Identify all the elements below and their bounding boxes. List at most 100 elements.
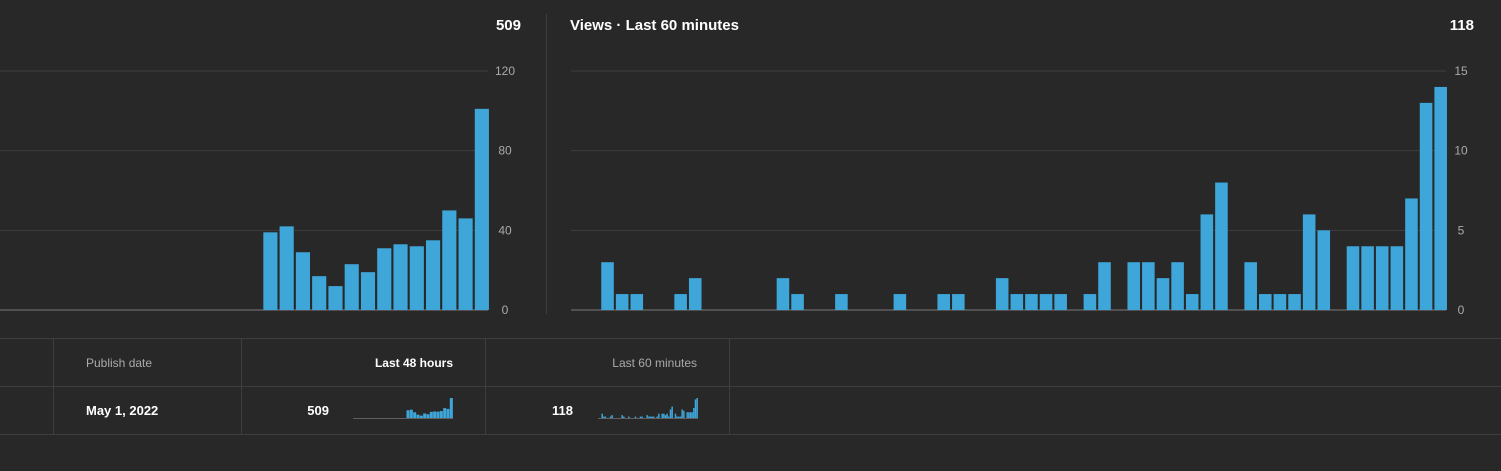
bar-60m-bar[interactable] (952, 294, 965, 310)
bar-60m-bar[interactable] (1317, 230, 1331, 310)
bar-60m-bar[interactable] (1127, 262, 1141, 310)
spark-60m-bar (621, 415, 623, 418)
spark-60m-bar (694, 399, 697, 418)
spark-48h-bar (436, 411, 440, 418)
spark-60m-bar (656, 416, 658, 418)
header-last-60-minutes[interactable]: Last 60 minutes (612, 356, 697, 370)
bar-60m-bar[interactable] (1215, 182, 1228, 310)
spark-60m-bar (678, 416, 680, 418)
spark-48h-bar (439, 411, 443, 418)
bar-60m-bar[interactable] (937, 294, 951, 310)
bar-60m-bar[interactable] (776, 278, 790, 310)
spark-60m-bar (641, 416, 643, 418)
bar-48h-bar[interactable] (263, 232, 278, 310)
table-bottom-border (0, 434, 1501, 435)
table-top-border (0, 338, 1501, 339)
bar-60m-bar[interactable] (1273, 294, 1287, 310)
bar-60m-bar[interactable] (1346, 246, 1360, 310)
spark-60m-bar (603, 416, 605, 418)
spark-60m-bar (663, 413, 665, 418)
table-col-divider (53, 338, 54, 434)
bar-chart-60-minutes[interactable]: 0 5 10 15 (547, 0, 1501, 338)
chart-total-60m: 118 (1449, 17, 1474, 34)
bar-60m-bar[interactable] (791, 294, 804, 310)
bar-48h-bar[interactable] (360, 272, 376, 310)
bar-60m-bar[interactable] (1375, 246, 1389, 310)
bar-60m-bar[interactable] (1083, 294, 1097, 310)
bar-60m-bar[interactable] (1419, 102, 1433, 310)
bar-48h-y-tick-label: 80 (498, 144, 512, 158)
spark-60m-bar (601, 413, 603, 418)
bar-60m-bar[interactable] (995, 278, 1009, 310)
spark-60m-bar (646, 415, 648, 418)
bar-60m-y-tick-label: 5 (1458, 223, 1465, 237)
sparkline-60-minutes (598, 398, 698, 419)
bar-48h-bar[interactable] (393, 244, 408, 310)
spark-48h-bar (446, 408, 450, 418)
bar-60m-bar[interactable] (1259, 294, 1272, 310)
spark-60m-bar (693, 408, 695, 418)
bar-48h-bar[interactable] (425, 240, 441, 310)
spark-60m-bar (676, 416, 678, 418)
bar-60m-bar[interactable] (1025, 294, 1038, 310)
table-header-border (0, 386, 1501, 387)
spark-48h-bar (423, 413, 427, 418)
header-publish-date[interactable]: Publish date (86, 356, 153, 370)
row-views-48h: 509 (307, 403, 329, 418)
bar-48h-bar[interactable] (377, 248, 392, 310)
header-last-48-hours[interactable]: Last 48 hours (374, 356, 453, 370)
spark-48h-bar (426, 414, 430, 418)
bar-48h-y-tick-label: 120 (495, 64, 515, 78)
chart-panel-60-minutes: Views · Last 60 minutes 118 0 5 10 15 (547, 0, 1501, 338)
spark-48h-bar (433, 411, 437, 418)
bar-60m-bar[interactable] (893, 294, 907, 310)
bar-60m-bar[interactable] (615, 294, 629, 310)
bar-chart-48-hours[interactable]: 0 40 80 120 (0, 0, 546, 338)
bar-60m-bar[interactable] (1171, 262, 1184, 310)
spark-60m-bar (664, 415, 667, 418)
bar-60m-bar[interactable] (1361, 246, 1374, 310)
bar-60m-bar[interactable] (601, 262, 614, 310)
bar-60m-bar[interactable] (1185, 294, 1199, 310)
bar-60m-bar[interactable] (674, 294, 687, 310)
bar-48h-bar[interactable] (279, 226, 294, 310)
bar-60m-bar[interactable] (1010, 294, 1024, 310)
bar-60m-bar[interactable] (835, 294, 848, 310)
row-views-60m: 118 (552, 403, 573, 418)
bar-48h-bar[interactable] (295, 252, 311, 310)
bar-60m-bar[interactable] (1390, 246, 1404, 310)
bar-60m-bar[interactable] (1200, 214, 1214, 310)
bar-60m-bar[interactable] (1156, 278, 1170, 310)
bar-60m-bar[interactable] (1302, 214, 1316, 310)
bar-60m-bar[interactable] (1098, 262, 1111, 310)
spark-60m-bar (611, 415, 613, 418)
table-col-divider (729, 338, 730, 434)
bar-48h-bar[interactable] (458, 218, 473, 310)
spark-60m-bar (623, 416, 625, 418)
bar-48h-bar[interactable] (442, 210, 457, 310)
bar-60m-bar[interactable] (688, 278, 702, 310)
bar-60m-bar[interactable] (1405, 198, 1418, 310)
spark-60m-bar (671, 406, 673, 418)
bar-60m-bar[interactable] (630, 294, 644, 310)
row-publish-date: May 1, 2022 (86, 403, 159, 418)
bar-48h-bar[interactable] (409, 246, 424, 310)
bar-48h-bar[interactable] (474, 108, 489, 310)
bar-60m-bar[interactable] (1039, 294, 1053, 310)
spark-48h-bar (429, 411, 433, 418)
bar-48h-bar[interactable] (328, 286, 343, 310)
spark-60m-bar (649, 416, 652, 418)
bar-60m-y-tick-label: 10 (1454, 144, 1468, 158)
bar-60m-bar[interactable] (1244, 262, 1257, 310)
spark-60m-bar (661, 413, 663, 418)
bar-48h-bar[interactable] (312, 276, 327, 310)
bar-60m-bar[interactable] (1288, 294, 1301, 310)
spark-60m-bar (683, 410, 685, 418)
bar-60m-bar[interactable] (1054, 294, 1067, 310)
bar-48h-bar[interactable] (344, 264, 359, 310)
spark-60m-bar (639, 416, 642, 418)
spark-60m-bar (648, 416, 650, 418)
bar-60m-bar[interactable] (1142, 262, 1155, 310)
bar-60m-y-tick-label: 0 (1458, 303, 1465, 317)
bar-60m-bar[interactable] (1434, 86, 1447, 310)
